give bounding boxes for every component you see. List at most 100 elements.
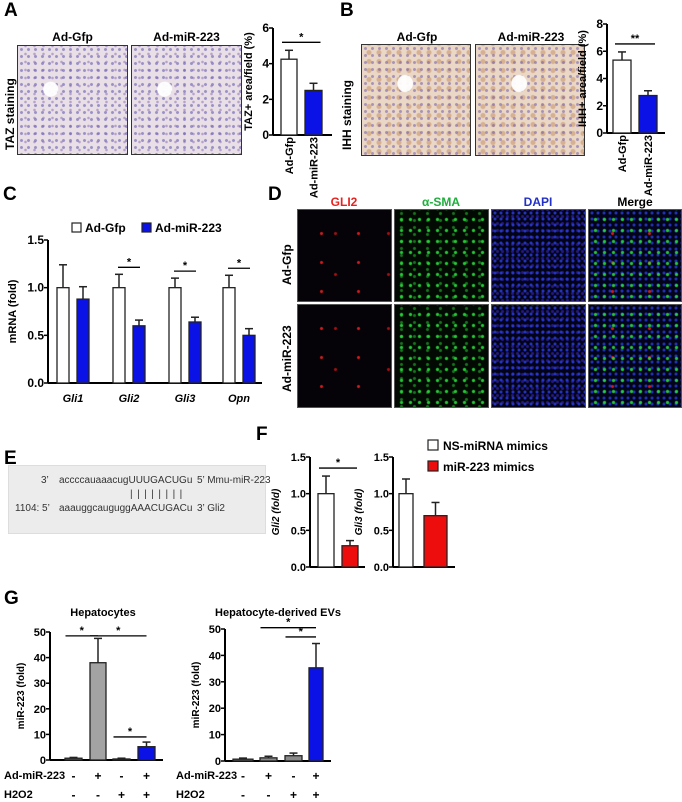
condition-sign: + — [290, 788, 297, 802]
category-label: Opn — [228, 393, 250, 405]
significance-label: * — [299, 31, 304, 43]
category-label: Gli2 — [119, 393, 140, 405]
condition-sign: + — [265, 769, 272, 783]
y-tick-label: 2 — [596, 99, 603, 113]
y-tick-label: 0.5 — [291, 525, 306, 537]
chart-f-gli3: 0.0 0.5 1.0 1.5 Gli3 (fold) NS-miRNA mimics mi… — [354, 439, 548, 574]
bar-1 — [317, 493, 335, 568]
category-label: Ad-Gfp — [617, 135, 629, 173]
panel-letter-e: E — [4, 448, 17, 469]
y-axis-label: TAZ+ area/field (%) — [243, 32, 255, 131]
taz-micrograph-gfp — [17, 45, 128, 155]
y-tick-label: 20 — [209, 703, 221, 715]
bar-3 — [284, 755, 303, 762]
significance-label: * — [128, 726, 133, 738]
a-header-mir223: Ad-miR-223 — [153, 30, 220, 44]
mir223-suffix: 5’ Mmu-miR-223 — [197, 475, 271, 486]
legend-label: Ad-Gfp — [85, 221, 126, 235]
fluo-gli2-mir223 — [297, 304, 392, 408]
g1-row-label-admir223: Ad-miR-223 — [4, 770, 66, 782]
bar-3 — [112, 758, 131, 761]
y-tick-label: 40 — [209, 650, 221, 662]
bar-1 — [232, 758, 254, 762]
bar-2 — [259, 757, 278, 762]
category-label: Ad-Gfp — [284, 137, 296, 175]
mir223-sequence: accccauaaacugUUUGACUGu — [59, 475, 193, 486]
fluo-dapi-mir223 — [491, 304, 586, 408]
category-label: Gli3 — [175, 393, 196, 405]
y-tick-label: 2 — [262, 92, 269, 106]
bar-4 — [308, 667, 324, 762]
y-tick-label: 1.5 — [374, 452, 389, 464]
condition-sign: - — [72, 788, 76, 802]
y-tick-label: 0 — [596, 126, 603, 140]
y-tick-label: 0 — [262, 128, 269, 142]
bar-2 — [423, 515, 448, 568]
legend-swatch — [71, 222, 82, 233]
legend-swatch — [427, 460, 439, 472]
significance-label: * — [286, 617, 291, 629]
fluo-gli2-gfp — [297, 209, 392, 302]
y-tick-label: 0 — [215, 756, 221, 768]
y-axis-label: mRNA (fold) — [7, 279, 19, 343]
y-tick-label: 0.5 — [27, 328, 44, 342]
legend-swatch — [427, 439, 439, 451]
significance-label: * — [80, 625, 85, 637]
g2-row-label-admir223: Ad-miR-223 — [176, 770, 238, 782]
significance-label: * — [336, 457, 341, 469]
bar-1 — [398, 493, 414, 568]
fluo-merge-gfp — [588, 209, 682, 302]
y-tick-label: 0.5 — [374, 525, 389, 537]
chart-a: 0 2 4 6 TAZ+ area/field (%) Ad-Gfp Ad-miR-223 * — [243, 21, 332, 198]
bar-ad-gfp — [56, 287, 70, 384]
panel-letter-c: C — [3, 184, 17, 205]
fluo-dapi-gfp — [491, 209, 586, 302]
condition-sign: + — [312, 769, 319, 783]
g1-row-label-h2o2: H2O2 — [4, 789, 33, 801]
y-tick-label: 0.0 — [27, 376, 44, 390]
chart-f-gli2: 0.0 0.5 1.0 1.5 Gli2 (fold) * — [271, 452, 365, 574]
d-header-gli2: GLI2 — [330, 195, 358, 209]
fluo-merge-mir223 — [588, 304, 682, 408]
sequence-alignment-box: 3’ accccauaaacugUUUGACUGu 5’ Mmu-miR-223… — [8, 465, 271, 534]
panel-letter-d: D — [268, 184, 282, 205]
gli2-prefix: 1104: 5’ — [15, 503, 50, 514]
y-tick-label: 8 — [596, 17, 603, 31]
y-tick-label: 1.0 — [374, 489, 389, 501]
d-header-dapi: DAPI — [523, 195, 553, 209]
legend-label: NS-miRNA mimics — [443, 439, 548, 453]
y-tick-label: 4 — [262, 57, 269, 71]
condition-sign: - — [120, 769, 124, 783]
bar-ad-mir-223 — [242, 334, 256, 384]
panel-letter-a: A — [4, 0, 18, 21]
condition-sign: - — [267, 788, 271, 802]
category-label: Gli1 — [63, 393, 84, 405]
y-tick-label: 1.0 — [291, 489, 306, 501]
significance-label: * — [299, 626, 304, 638]
condition-sign: + — [143, 788, 150, 802]
bar-4 — [137, 746, 156, 761]
y-axis-label: IHH+ area/field (%) — [577, 30, 589, 127]
chart-title: Hepatocytes — [70, 607, 135, 619]
chart-g-hepatocytes: 0 10 20 30 40 50 miR-223 (fold) Hepatocytes * * * -… — [16, 607, 163, 802]
ihh-micrograph-gfp — [361, 44, 471, 156]
condition-sign: - — [292, 769, 296, 783]
panel-letter-b: B — [340, 0, 354, 21]
ihh-micrograph-mir223 — [475, 44, 585, 156]
y-axis-label: miR-223 (fold) — [16, 663, 27, 730]
y-tick-label: 50 — [209, 624, 221, 636]
d-header-merge: Merge — [617, 195, 653, 209]
condition-sign: - — [96, 788, 100, 802]
bar-2 — [304, 89, 323, 136]
y-tick-label: 0.0 — [374, 562, 389, 574]
chart-title: Hepatocyte-derived EVs — [215, 607, 341, 619]
bar-2 — [89, 662, 107, 761]
b-header-gfp: Ad-Gfp — [396, 30, 438, 44]
significance-label: ** — [631, 33, 640, 45]
y-tick-label: 0 — [40, 755, 46, 767]
bar-ad-mir-223 — [188, 321, 202, 384]
bar-2 — [341, 545, 359, 568]
y-axis-label: Gli2 (fold) — [271, 488, 282, 535]
bar-ad-gfp — [168, 287, 182, 384]
